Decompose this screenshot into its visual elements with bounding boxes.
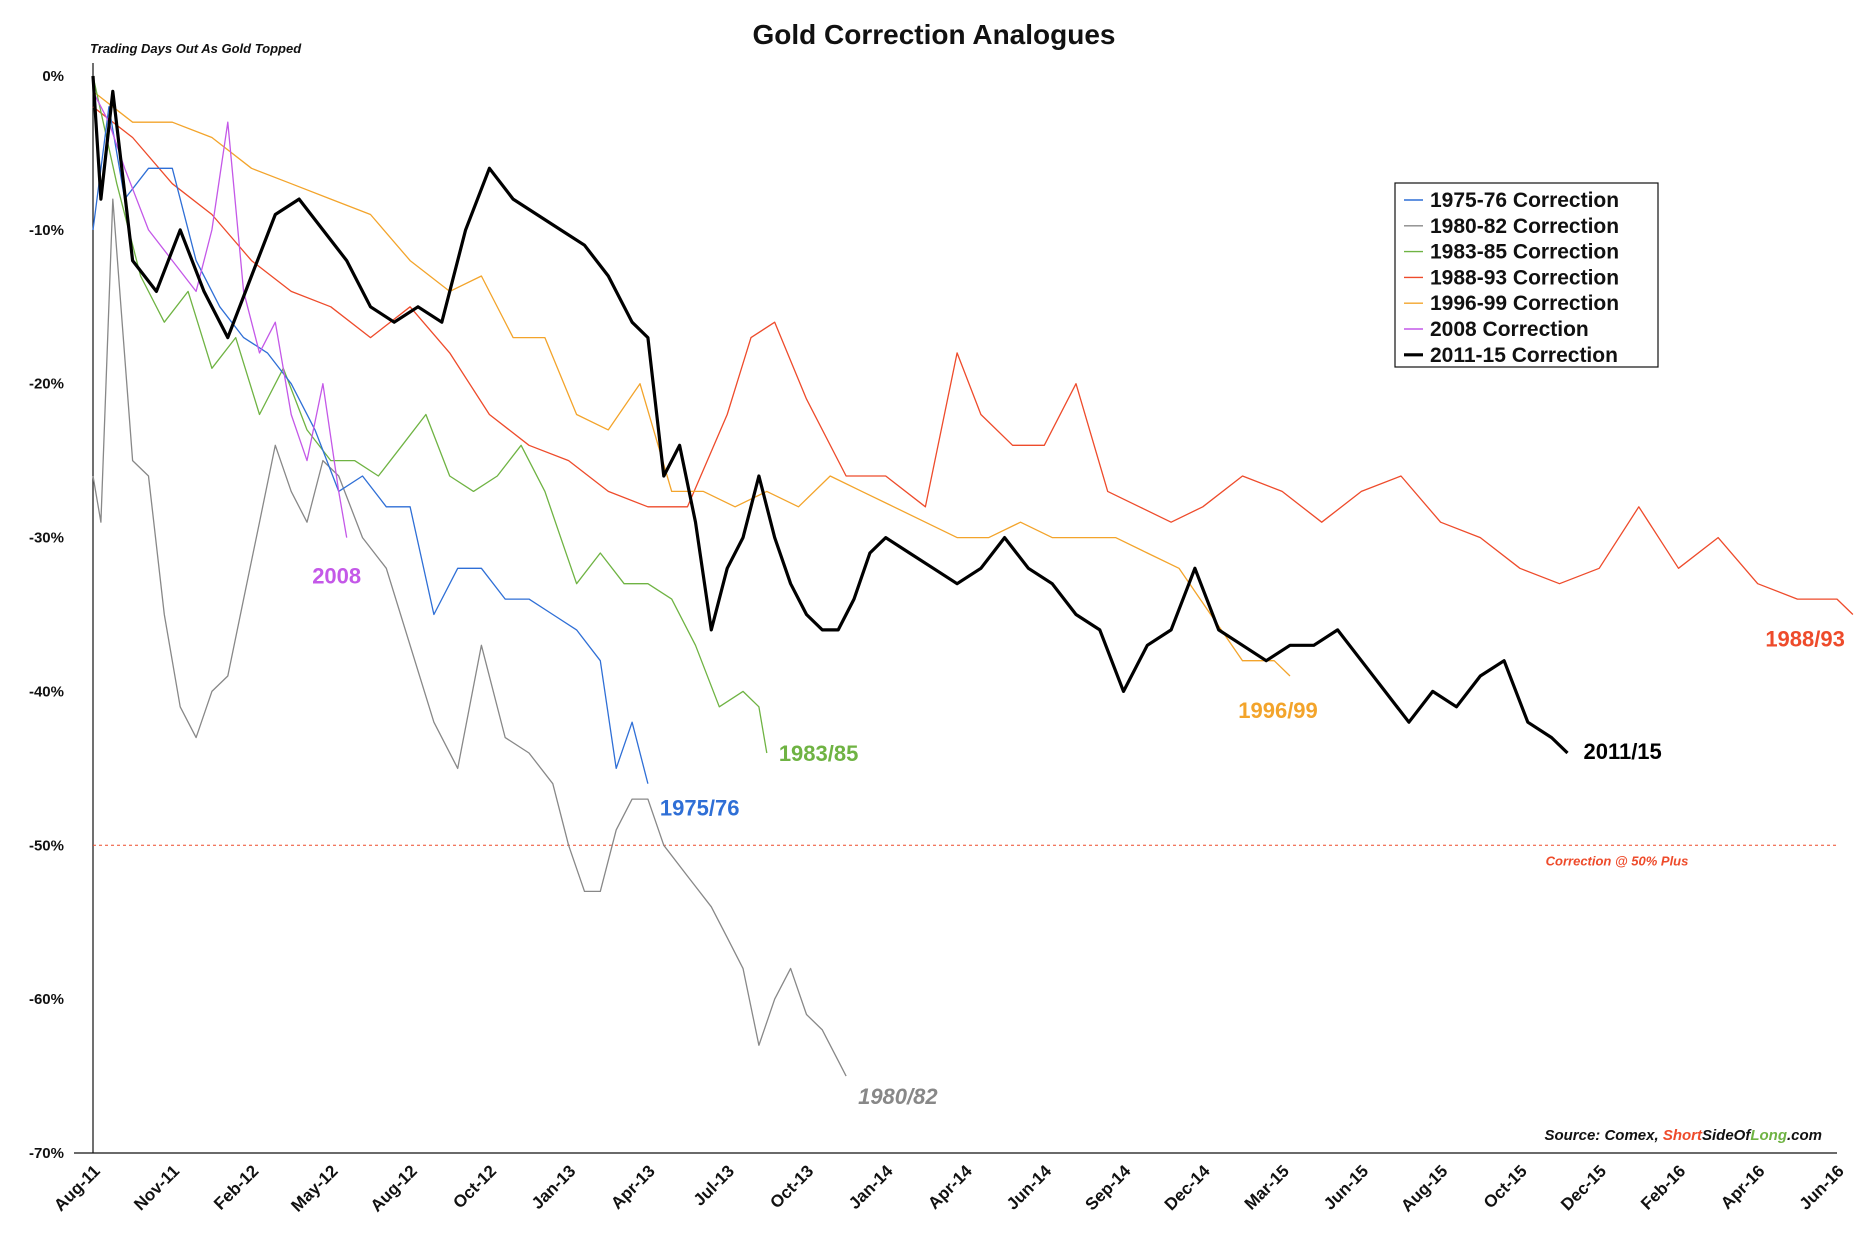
x-tick-label: Jun-16 xyxy=(1796,1161,1848,1213)
series-line-1975-76 xyxy=(92,106,649,784)
x-tick-label: Apr-16 xyxy=(1717,1161,1769,1213)
x-tick-label: Oct-15 xyxy=(1480,1161,1531,1212)
end-label-2008: 2008 xyxy=(312,564,361,589)
y-tick-label: -30% xyxy=(29,530,64,547)
source-long: Long xyxy=(1750,1127,1787,1144)
legend-label: 1996-99 Correction xyxy=(1430,292,1619,315)
y-tick-label: -70% xyxy=(29,1145,64,1162)
y-tick-label: 0% xyxy=(42,68,64,85)
x-tick-label: Apr-14 xyxy=(924,1161,976,1213)
x-tick-label: Oct-13 xyxy=(766,1161,817,1212)
x-tick-label: Aug-12 xyxy=(367,1161,421,1215)
x-tick-label: Sep-14 xyxy=(1082,1161,1135,1214)
x-tick-label: Feb-16 xyxy=(1637,1161,1689,1213)
source-side-of: SideOf xyxy=(1702,1127,1752,1144)
x-tick-label: Aug-11 xyxy=(50,1161,104,1215)
series-line-2011-15 xyxy=(91,75,1569,755)
legend-label: 1980-82 Correction xyxy=(1430,215,1619,238)
x-tick-label: Nov-11 xyxy=(130,1161,183,1214)
x-tick-label: Jun-14 xyxy=(1003,1161,1056,1214)
reference-line-group: Correction @ 50% Plus xyxy=(93,844,1837,868)
x-tick-label: Jan-13 xyxy=(528,1161,580,1213)
end-label-1996-99: 1996/99 xyxy=(1238,698,1318,723)
x-tick-label: Jul-13 xyxy=(690,1161,738,1209)
x-tick-label: May-12 xyxy=(287,1161,341,1215)
end-label-1980-82: 1980/82 xyxy=(858,1084,938,1109)
end-label-1975-76: 1975/76 xyxy=(660,796,740,821)
series-line-1996-99 xyxy=(92,90,1291,677)
end-label-2011-15: 2011/15 xyxy=(1583,739,1661,764)
legend-box xyxy=(1394,182,1659,368)
series-line-1983-85 xyxy=(92,75,768,754)
x-tick-label: Mar-15 xyxy=(1241,1161,1293,1213)
y-tick-label: -20% xyxy=(29,376,64,393)
legend-label: 1983-85 Correction xyxy=(1430,241,1619,264)
legend-label: 1988-93 Correction xyxy=(1430,266,1619,289)
x-tick-label: Jun-15 xyxy=(1320,1161,1372,1213)
y-tick-label: -10% xyxy=(29,222,64,239)
x-tick-label: Jan-14 xyxy=(845,1161,897,1213)
y-tick-label: -50% xyxy=(29,837,64,854)
series-end-labels: 1975/76 1980/82 1983/85 1988/93 1996/99 2008 2… xyxy=(312,564,1845,1110)
x-tick-label: Dec-15 xyxy=(1557,1161,1610,1214)
reference-line-label: Correction @ 50% Plus xyxy=(1546,853,1689,868)
x-tick-label: Aug-15 xyxy=(1397,1161,1451,1215)
series-line-1988-93 xyxy=(92,106,1854,615)
x-tick-label: Apr-13 xyxy=(607,1161,659,1213)
source-note: Source: Comex, ShortSideOfLong.com xyxy=(1544,1127,1822,1144)
x-tick-labels: Aug-11 Nov-11 Feb-12 May-12 Aug-12 Oct-12 Jan-… xyxy=(50,1161,1848,1216)
series-lines xyxy=(91,75,1854,1077)
source-suffix: .com xyxy=(1787,1127,1822,1144)
x-tick-label: Oct-12 xyxy=(449,1161,500,1212)
series-line-1980-82 xyxy=(92,198,847,1077)
end-label-1988-93: 1988/93 xyxy=(1765,627,1845,652)
end-label-1983-85: 1983/85 xyxy=(779,741,859,766)
y-tick-label: -40% xyxy=(29,683,64,700)
y-tick-label: -60% xyxy=(29,991,64,1008)
chart-legend: 1975-76 Correction 1980-82 Correction 1983… xyxy=(1394,182,1659,368)
x-tick-label: Feb-12 xyxy=(210,1161,262,1213)
legend-label: 2008 Correction xyxy=(1430,318,1589,341)
legend-label: 1975-76 Correction xyxy=(1430,189,1619,212)
x-tick-label: Dec-14 xyxy=(1161,1161,1214,1214)
series-line-2008 xyxy=(92,91,348,538)
source-prefix: Source: Comex, xyxy=(1544,1127,1662,1144)
source-short: Short xyxy=(1663,1127,1703,1144)
legend-label: 2011-15 Correction xyxy=(1430,344,1618,367)
chart-axes xyxy=(74,63,1837,1154)
y-tick-labels: 0% -10% -20% -30% -40% -50% -60% -70% xyxy=(29,68,64,1162)
chart-subtitle: Trading Days Out As Gold Topped xyxy=(90,41,302,56)
chart-title: Gold Correction Analogues xyxy=(753,19,1116,50)
